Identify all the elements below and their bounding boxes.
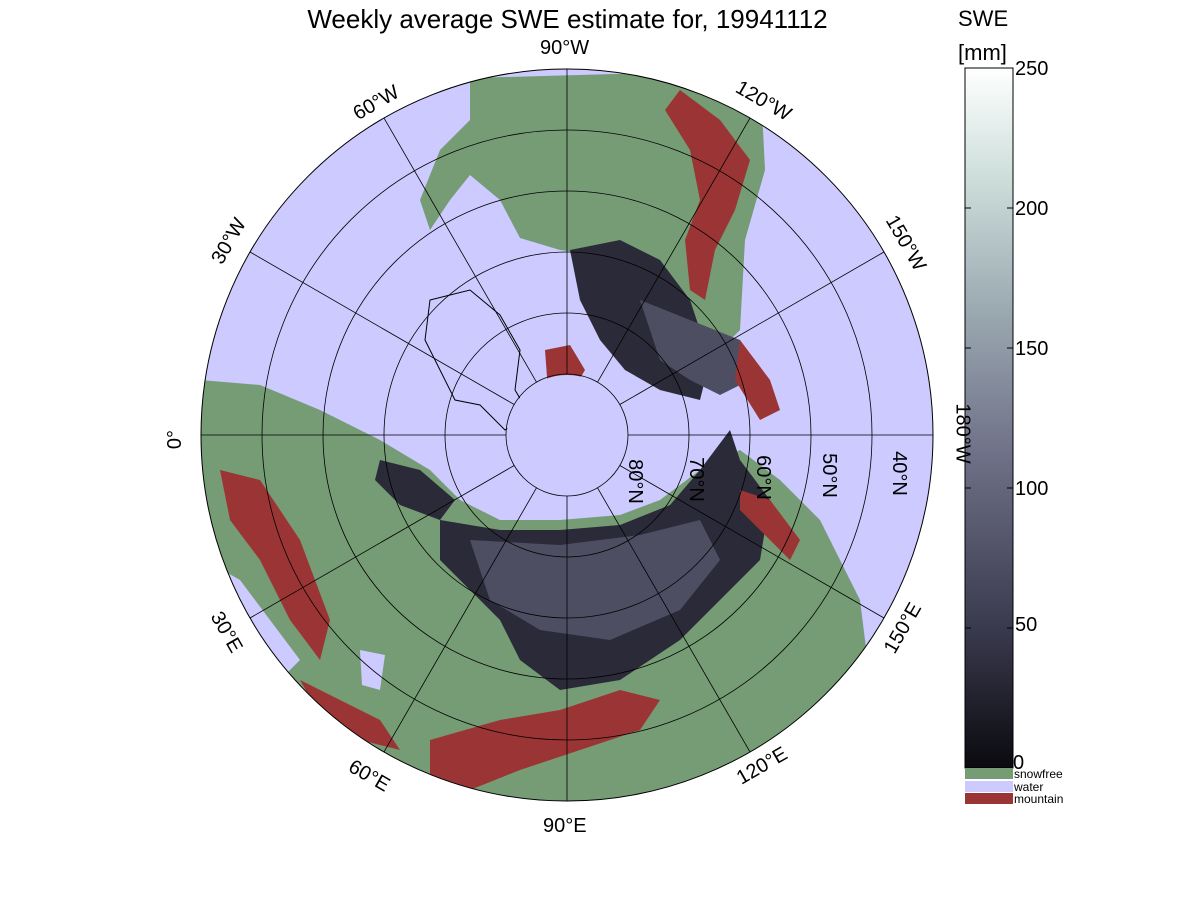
lat-label-70n: 70°N	[684, 457, 707, 502]
colorbar-tick-200: 200	[1015, 198, 1049, 220]
meridian-60	[383, 117, 537, 383]
central-asia-mountains	[430, 690, 660, 790]
lon-label-0: 0°	[164, 429, 187, 450]
colorbar-tick-100: 100	[1015, 478, 1049, 500]
meridian-m120	[597, 487, 751, 753]
legend-swatch-mountain	[965, 793, 1013, 804]
colorbar-scale	[964, 67, 1014, 769]
lat-label-50n: 50°N	[817, 453, 840, 498]
meridian-m60	[383, 487, 537, 753]
lat-label-80n: 80°N	[623, 459, 646, 504]
legend-swatch-snowfree	[965, 768, 1013, 779]
meridian-m150	[619, 465, 885, 619]
lat-label-40n: 40°N	[887, 451, 910, 496]
colorbar-title: SWE	[958, 6, 1009, 31]
legend-label-snowfree: snowfree	[1014, 767, 1063, 781]
rocky-mountains	[665, 90, 750, 300]
lon-label-90w: 90°W	[540, 37, 590, 59]
map-frame	[200, 68, 934, 802]
lon-label-180w: 180°W	[951, 403, 974, 464]
alps-mountains	[300, 680, 400, 750]
colorbar-ticks	[965, 67, 1013, 769]
pacific-coast-mountain	[735, 340, 780, 420]
graticule	[201, 69, 933, 801]
meridian-150	[619, 251, 885, 405]
lon-label-90e: 90°E	[543, 815, 587, 837]
colorbar-unit: [mm]	[958, 40, 1007, 65]
legend-label-water: water	[1014, 780, 1044, 794]
legend-swatch-water	[965, 781, 1013, 792]
colorbar-tick-0: 0	[1013, 752, 1025, 774]
colorbar-tick-150: 150	[1015, 338, 1049, 360]
arctic-ocean	[507, 375, 627, 495]
siberia-snow-mid	[470, 520, 720, 640]
legend-label-mountain: mountain	[1014, 792, 1064, 806]
colorbar-tick-250: 250	[1015, 58, 1049, 80]
north-america-landmass	[420, 70, 765, 350]
meridian-m30	[249, 465, 515, 619]
meridian-120	[597, 117, 751, 383]
europe-mountains	[220, 470, 330, 660]
east-asia-mountains	[740, 490, 800, 560]
canada-snow-light	[640, 300, 750, 395]
lat-label-60n: 60°N	[751, 455, 774, 500]
meridian-30	[249, 251, 515, 405]
colorbar-tick-50: 50	[1015, 614, 1038, 636]
figure-title: Weekly average SWE estimate for, 1994111…	[307, 4, 828, 34]
scandinavia-snow	[375, 460, 455, 520]
